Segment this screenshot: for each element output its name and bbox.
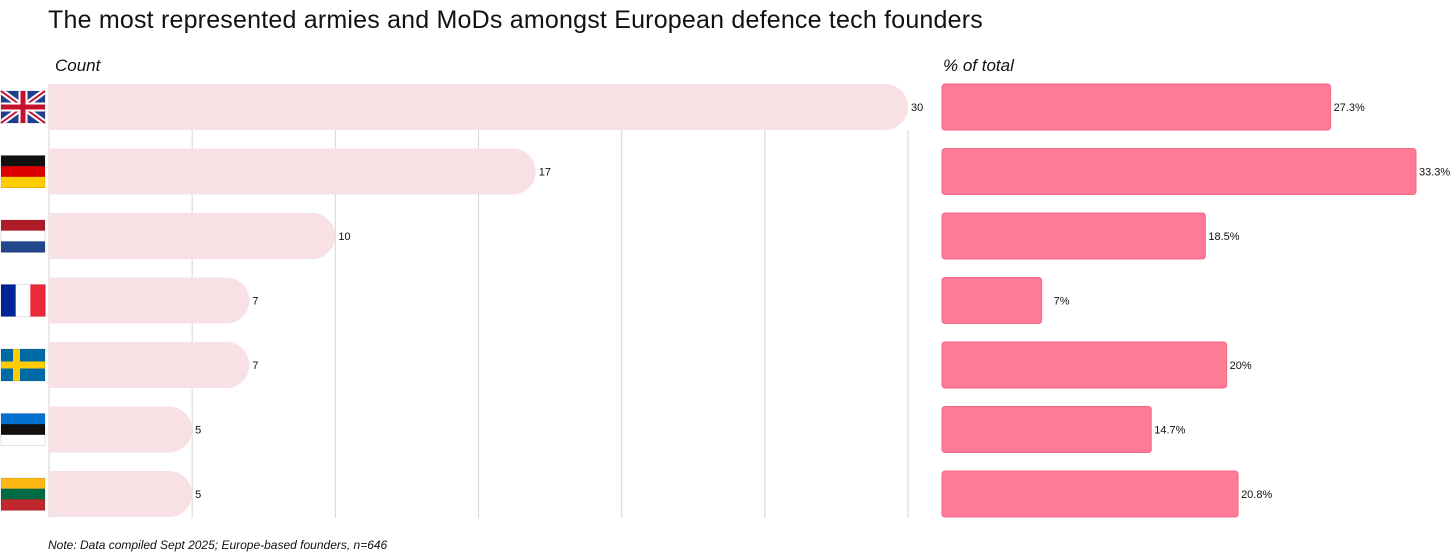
count-data-label: 5 (195, 425, 201, 437)
count-data-label: 17 (539, 167, 551, 179)
pct-bar (941, 83, 1332, 131)
count-axis-title: Count (55, 56, 101, 75)
count-bar (49, 213, 336, 259)
pct-data-label: 18.5% (1208, 231, 1239, 243)
count-data-label: 7 (252, 360, 258, 372)
count-bar (49, 277, 250, 324)
flag-netherlands-icon (0, 219, 46, 253)
flag-france-icon (0, 284, 46, 317)
pct-data-label: 7% (1054, 296, 1070, 308)
count-data-label: 10 (338, 231, 350, 243)
count-data-label: 30 (911, 102, 923, 114)
footnote: Note: Data compiled Sept 2025; Europe-ba… (48, 538, 388, 552)
pct-bar (941, 148, 1417, 195)
pct-data-label: 27.3% (1334, 102, 1365, 114)
pct-data-label: 33.3% (1419, 167, 1450, 179)
pct-data-label: 20% (1230, 360, 1252, 372)
count-data-label: 5 (195, 489, 201, 501)
pct-data-label: 20.8% (1241, 489, 1272, 501)
pct-bar (941, 341, 1228, 389)
pct-axis-title: % of total (943, 56, 1014, 75)
count-bar (49, 406, 193, 453)
pct-bar (941, 406, 1152, 453)
pct-bar (941, 212, 1206, 260)
flag-sweden-icon (0, 348, 46, 382)
flag-uk-icon (0, 88, 47, 126)
pct-data-label: 14.7% (1154, 425, 1185, 437)
count-bar (49, 471, 193, 517)
count-data-label: 7 (252, 296, 258, 308)
flag-lithuania-icon (0, 477, 46, 511)
count-bar (49, 84, 908, 130)
flag-germany-icon (0, 155, 46, 188)
count-bar (49, 342, 250, 388)
count-bar (49, 148, 536, 195)
pct-bar (941, 470, 1239, 518)
chart-title: The most represented armies and MoDs amo… (48, 6, 983, 34)
pct-bar (941, 277, 1043, 324)
flag-estonia-icon (0, 413, 46, 446)
